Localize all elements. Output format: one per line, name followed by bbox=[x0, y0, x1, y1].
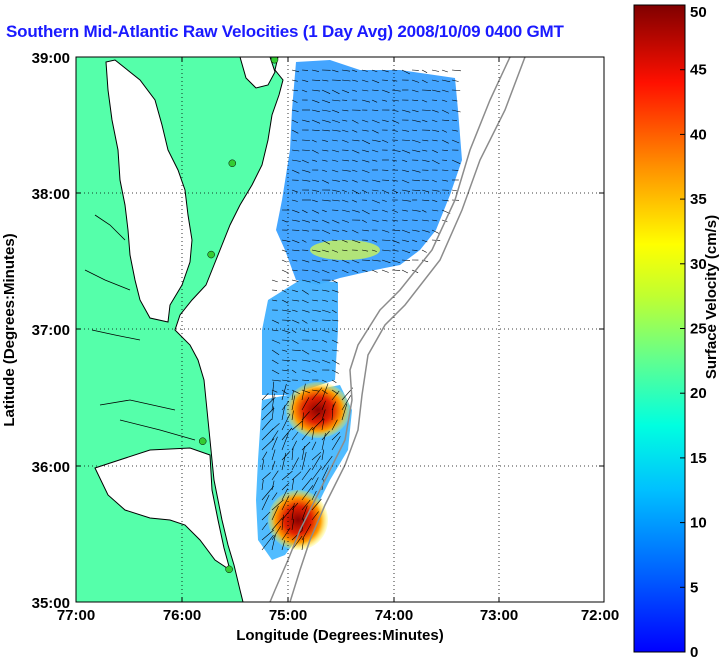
velocity-hotspot-north bbox=[286, 382, 350, 438]
delaware-bay bbox=[239, 57, 276, 89]
bathymetry-contour-deep bbox=[289, 57, 526, 602]
radar-station-marker bbox=[270, 57, 279, 64]
colorbar-tick-label: 10 bbox=[690, 515, 707, 532]
colorbar-tick-label: 5 bbox=[690, 579, 698, 596]
radar-station-marker bbox=[207, 250, 215, 259]
x-axis-label: Longitude (Degrees:Minutes) bbox=[236, 627, 444, 644]
colorbar-label: Surface Velocity (cm/s) bbox=[703, 215, 720, 379]
x-tick-label: 72:00 bbox=[581, 607, 619, 624]
colorbar-tick-label: 35 bbox=[690, 191, 707, 208]
colorbar-tick-label: 30 bbox=[690, 256, 707, 273]
y-axis-label: Latitude (Degrees:Minutes) bbox=[1, 233, 18, 426]
y-tick-label: 35:00 bbox=[32, 595, 70, 612]
colorbar-tick-label: 20 bbox=[690, 385, 707, 402]
colorbar-tick-label: 45 bbox=[690, 62, 707, 79]
velocity-vectors bbox=[261, 69, 461, 551]
colorbar-tick-label: 0 bbox=[690, 644, 698, 659]
velocity-band bbox=[310, 240, 380, 260]
coverage-middle bbox=[262, 280, 338, 395]
radar-station-marker bbox=[198, 437, 207, 445]
chesapeake-bay bbox=[105, 59, 193, 323]
y-tick-label: 39:00 bbox=[32, 50, 70, 67]
x-tick-label: 76:00 bbox=[163, 607, 201, 624]
frame-ticks bbox=[75, 56, 605, 603]
colorbar-tick-label: 40 bbox=[690, 126, 707, 143]
x-tick-label: 77:00 bbox=[57, 607, 95, 624]
bathymetry-contour bbox=[269, 57, 511, 602]
y-tick-label: 38:00 bbox=[32, 186, 70, 203]
radar-station-marker bbox=[228, 159, 237, 168]
radar-station-marker bbox=[225, 565, 233, 574]
colorbar-tick-label: 50 bbox=[690, 4, 707, 21]
y-tick-label: 36:00 bbox=[32, 459, 70, 476]
colorbar bbox=[633, 4, 686, 653]
rivers bbox=[84, 214, 196, 441]
x-tick-label: 74:00 bbox=[375, 607, 413, 624]
x-tick-label: 75:00 bbox=[269, 607, 307, 624]
radar-stations bbox=[198, 57, 279, 574]
x-tick-label: 73:00 bbox=[480, 607, 518, 624]
colorbar-tick-label: 15 bbox=[690, 450, 707, 467]
y-tick-label: 37:00 bbox=[32, 322, 70, 339]
colorbar-tick-label: 25 bbox=[690, 321, 707, 338]
map-title: Southern Mid-Atlantic Raw Velocities (1 … bbox=[6, 22, 564, 41]
grid-lines bbox=[76, 57, 604, 602]
pamlico-sound bbox=[94, 447, 231, 572]
colorbar-ticks: 0 5 10 15 20 25 30 35 40 45 50 bbox=[680, 4, 707, 659]
